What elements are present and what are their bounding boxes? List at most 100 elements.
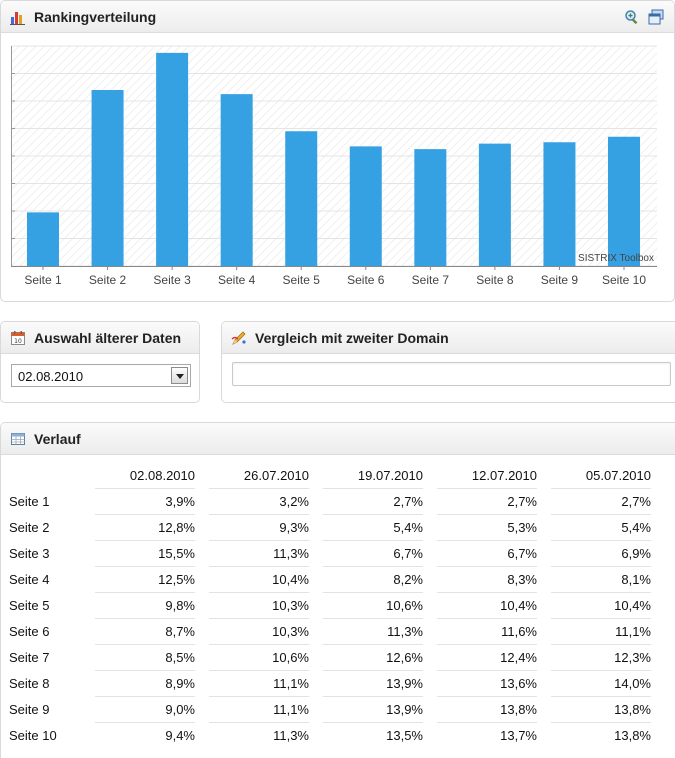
chart-bar[interactable] — [349, 146, 382, 266]
table-cell: 13,8% — [437, 695, 537, 722]
ranking-panel-header: Rankingverteilung — [1, 1, 674, 33]
table-row: Seite 1 3,9% 3,2% 2,7% 2,7% 2,7% — [9, 487, 651, 514]
table-cell: 12,8% — [95, 513, 195, 540]
table-icon — [10, 431, 26, 447]
chart-bar[interactable] — [91, 90, 124, 266]
table-header-empty — [9, 463, 95, 488]
table-cell: 9,0% — [95, 695, 195, 722]
date-select[interactable]: 02.08.2010 — [11, 364, 191, 387]
chart-bar[interactable] — [608, 136, 640, 266]
table-cell: 10,3% — [209, 617, 309, 644]
window-icon[interactable] — [648, 9, 664, 25]
table-cell: 5,3% — [437, 513, 537, 540]
row-label: Seite 1 — [9, 493, 50, 509]
column-header[interactable]: 12.07.2010 — [471, 467, 537, 483]
row-label: Seite 5 — [9, 597, 50, 613]
chart-bar[interactable] — [414, 149, 447, 266]
table-cell: 8,1% — [551, 565, 651, 592]
x-tick-label: Seite 4 — [218, 273, 256, 287]
table-row: Seite 4 12,5% 10,4% 8,2% 8,3% 8,1% — [9, 565, 651, 592]
table-cell: 12,3% — [551, 643, 651, 670]
table-cell: 11,1% — [209, 695, 309, 722]
ranking-panel-title: Rankingverteilung — [34, 8, 157, 25]
compare-domain-title: Vergleich mit zweiter Domain — [255, 329, 449, 346]
table-cell: 14,0% — [551, 669, 651, 696]
table-cell: 11,3% — [209, 721, 309, 748]
chart-bar[interactable] — [156, 52, 189, 266]
table-cell: 3,2% — [209, 487, 309, 514]
x-tick-label: Seite 9 — [541, 273, 579, 287]
table-cell: 13,5% — [323, 721, 423, 748]
table-cell: 8,7% — [95, 617, 195, 644]
date-select-value: 02.08.2010 — [18, 369, 84, 384]
calendar-icon: 10 — [10, 330, 26, 346]
table-cell: 9,8% — [95, 591, 195, 618]
x-tick-label: Seite 10 — [602, 273, 646, 287]
row-label: Seite 3 — [9, 545, 50, 561]
x-tick-label: Seite 2 — [89, 273, 127, 287]
table-cell: 10,4% — [551, 591, 651, 618]
history-panel: Verlauf 02.08.2010 26.07.2010 19.07.2010… — [0, 422, 675, 758]
table-cell: 5,4% — [323, 513, 423, 540]
chevron-down-icon[interactable] — [171, 367, 188, 384]
compare-domain-header: Vergleich mit zweiter Domain — [222, 322, 675, 354]
chart-bar[interactable] — [220, 94, 253, 266]
column-header[interactable]: 02.08.2010 — [129, 467, 195, 483]
chart-bar[interactable] — [543, 142, 576, 266]
table-cell: 12,4% — [437, 643, 537, 670]
x-tick-label: Seite 7 — [412, 273, 450, 287]
history-header: Verlauf — [1, 423, 675, 455]
column-header[interactable]: 05.07.2010 — [585, 467, 651, 483]
pencil-compare-icon — [231, 330, 247, 346]
column-header[interactable]: 19.07.2010 — [357, 467, 423, 483]
column-header[interactable]: 26.07.2010 — [243, 467, 309, 483]
table-cell: 11,1% — [209, 669, 309, 696]
ranking-chart-svg: Seite 1 Seite 2 Seite 3 Seite 4 Seite 5 Seite… — [11, 45, 657, 287]
chart-bar[interactable] — [285, 131, 318, 266]
row-label: Seite 2 — [9, 519, 50, 535]
table-cell: 5,4% — [551, 513, 651, 540]
x-tick-label: Seite 5 — [283, 273, 321, 287]
table-cell: 2,7% — [323, 487, 423, 514]
table-cell: 9,3% — [209, 513, 309, 540]
x-tick-label: Seite 6 — [347, 273, 385, 287]
table-cell: 10,4% — [209, 565, 309, 592]
table-cell: 10,6% — [323, 591, 423, 618]
table-cell: 11,3% — [209, 539, 309, 566]
x-tick-label: Seite 8 — [476, 273, 514, 287]
table-cell: 10,6% — [209, 643, 309, 670]
row-label: Seite 6 — [9, 623, 50, 639]
table-row: Seite 3 15,5% 11,3% 6,7% 6,7% 6,9% — [9, 539, 651, 566]
table-cell: 13,7% — [437, 721, 537, 748]
table-cell: 6,9% — [551, 539, 651, 566]
older-data-header: 10 Auswahl älterer Daten — [1, 322, 199, 354]
chart-bar[interactable] — [478, 143, 511, 266]
history-table: 02.08.2010 26.07.2010 19.07.2010 12.07.2… — [9, 463, 651, 748]
x-tick-label: Seite 1 — [24, 273, 62, 287]
row-label: Seite 7 — [9, 649, 50, 665]
table-cell: 3,9% — [95, 487, 195, 514]
table-cell: 6,7% — [437, 539, 537, 566]
history-title: Verlauf — [34, 430, 81, 447]
table-cell: 8,9% — [95, 669, 195, 696]
table-cell: 13,9% — [323, 695, 423, 722]
zoom-chart-icon[interactable] — [624, 9, 640, 25]
table-cell: 13,8% — [551, 721, 651, 748]
table-header-row: 02.08.2010 26.07.2010 19.07.2010 12.07.2… — [9, 463, 651, 488]
chart-bar[interactable] — [27, 212, 59, 266]
table-cell: 15,5% — [95, 539, 195, 566]
compare-domain-panel: Vergleich mit zweiter Domain — [221, 321, 675, 403]
table-row: Seite 9 9,0% 11,1% 13,9% 13,8% 13,8% — [9, 695, 651, 722]
table-cell: 2,7% — [437, 487, 537, 514]
table-cell: 10,3% — [209, 591, 309, 618]
table-cell: 8,5% — [95, 643, 195, 670]
x-tick-label: Seite 3 — [153, 273, 191, 287]
second-domain-input[interactable] — [232, 362, 671, 386]
ranking-chart: Seite 1 Seite 2 Seite 3 Seite 4 Seite 5 Seite… — [11, 45, 657, 293]
table-cell: 12,5% — [95, 565, 195, 592]
table-cell: 11,3% — [323, 617, 423, 644]
table-cell: 8,2% — [323, 565, 423, 592]
table-cell: 11,1% — [551, 617, 651, 644]
row-label: Seite 9 — [9, 701, 50, 717]
table-cell: 9,4% — [95, 721, 195, 748]
